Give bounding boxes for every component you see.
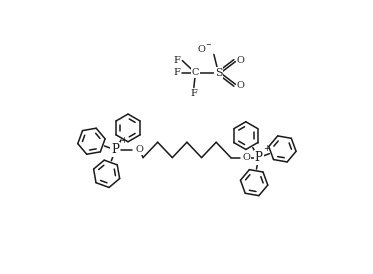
Text: C: C — [192, 68, 199, 78]
Text: +: + — [263, 144, 270, 153]
Text: F: F — [174, 68, 181, 78]
Text: P: P — [112, 143, 119, 156]
Text: O: O — [236, 81, 244, 90]
Text: F: F — [191, 89, 197, 98]
Text: F: F — [174, 56, 181, 65]
Text: O$^{-}$: O$^{-}$ — [197, 43, 212, 54]
Text: O: O — [236, 56, 244, 65]
Text: S: S — [215, 68, 222, 78]
Text: +: + — [120, 136, 127, 145]
Text: O: O — [135, 145, 143, 155]
Text: P: P — [255, 151, 263, 164]
Text: O: O — [242, 153, 250, 162]
